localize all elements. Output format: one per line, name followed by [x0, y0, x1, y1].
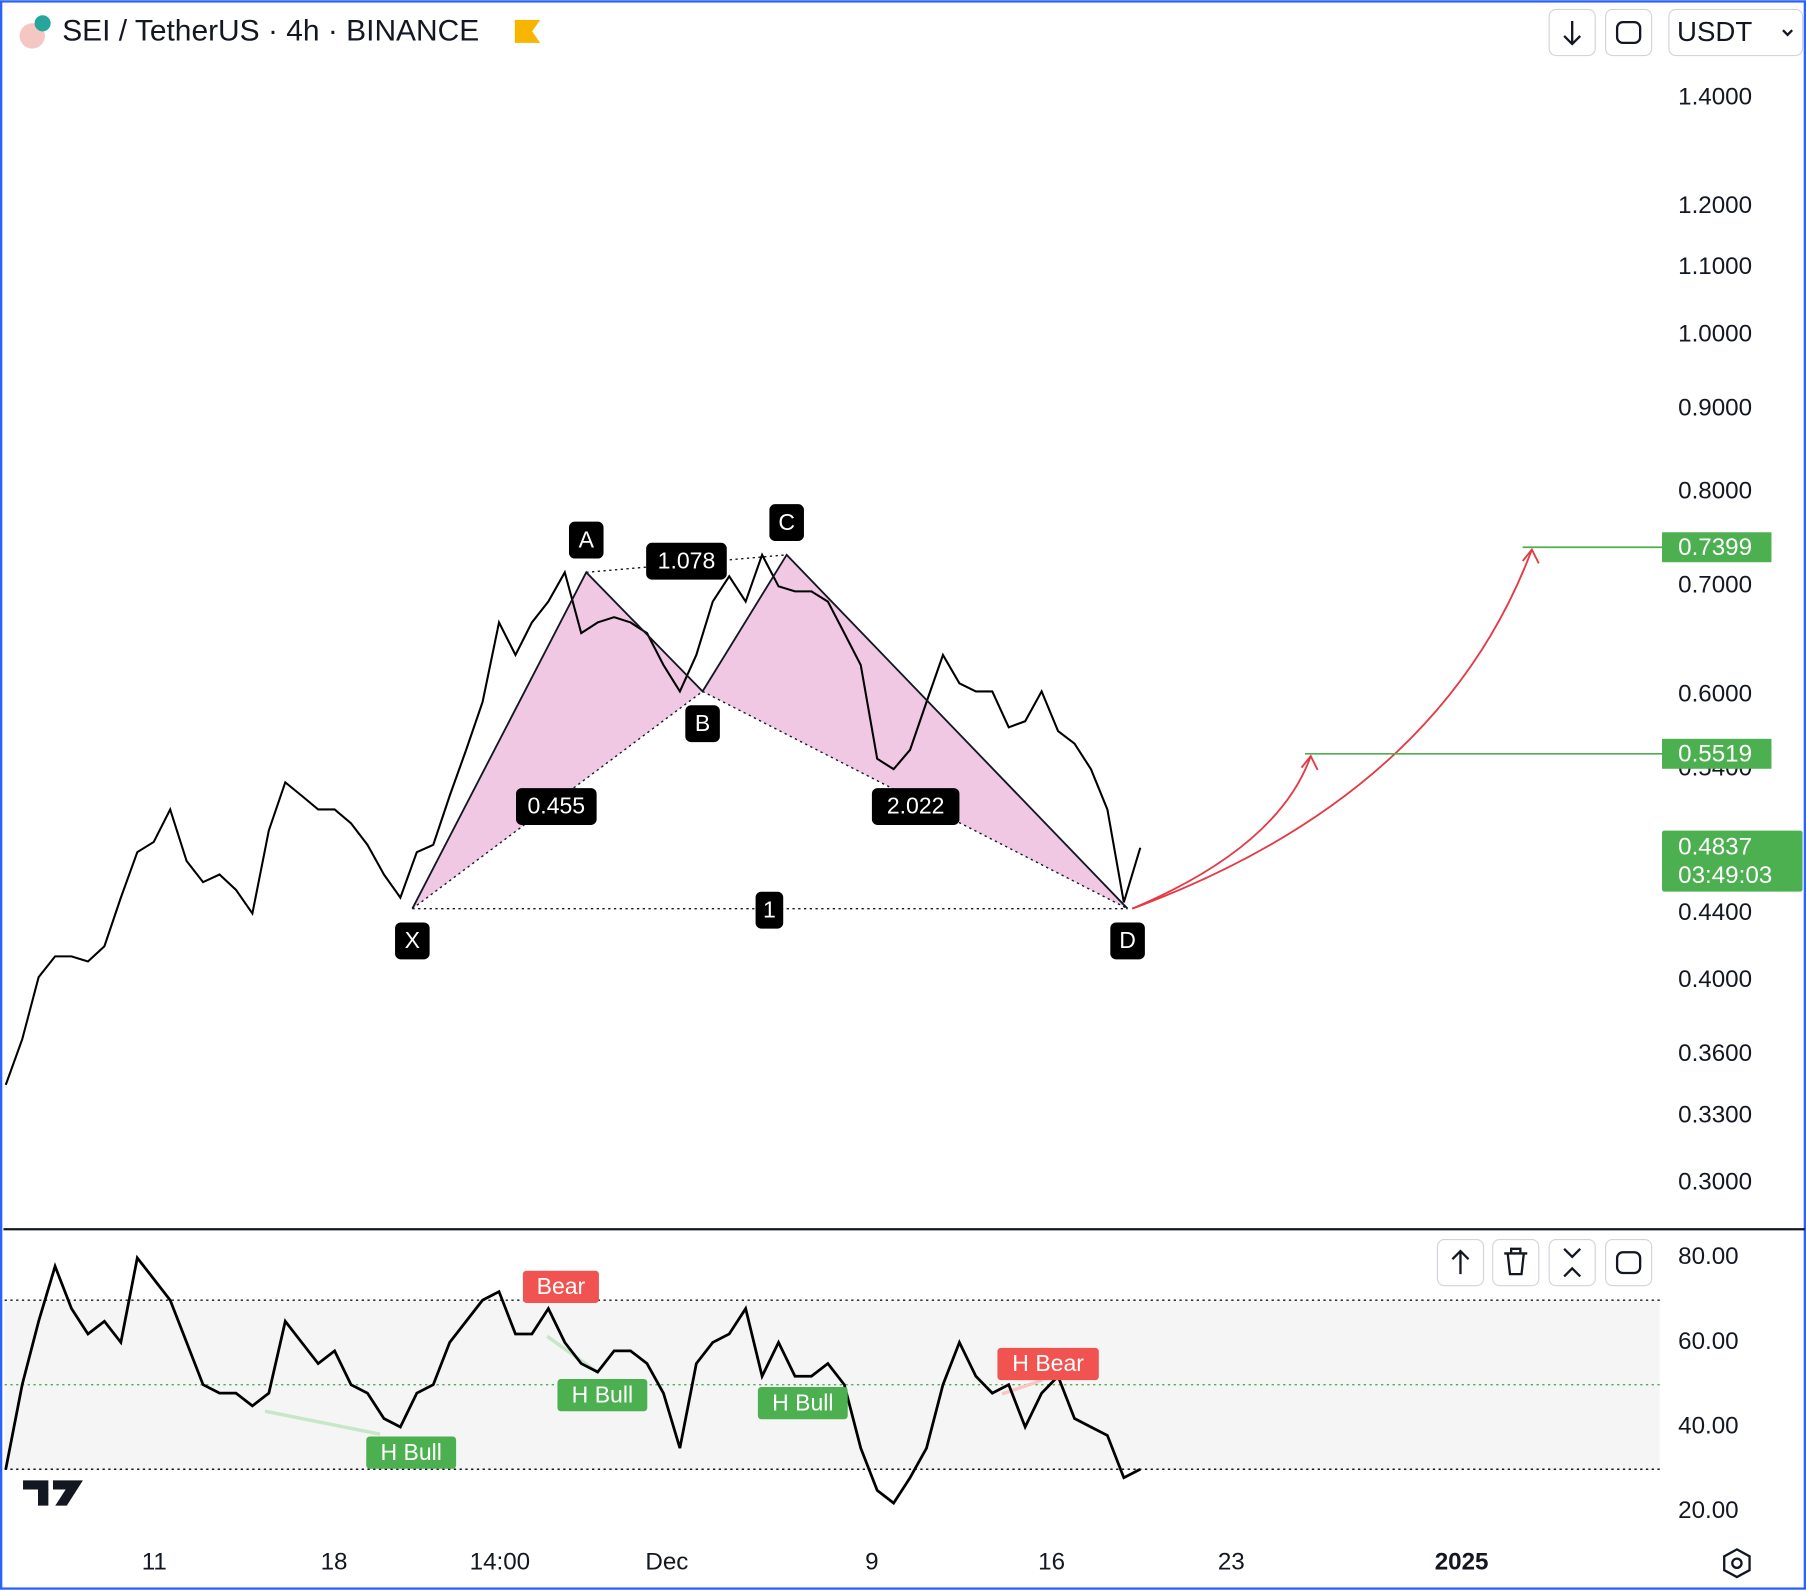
- current-price: 0.4837: [1678, 833, 1752, 860]
- ratio-label: 1: [763, 896, 776, 922]
- rsi-toolbar: [1436, 1239, 1653, 1287]
- arrow-icon: [1451, 1249, 1470, 1275]
- y-tick-label: 20.00: [1678, 1497, 1739, 1524]
- pattern-fill: [702, 554, 1128, 909]
- price-line: [4, 552, 1142, 1086]
- ratio-label: 1.078: [658, 547, 716, 573]
- arrow-head: [1521, 547, 1540, 564]
- ratio-label: 0.455: [528, 793, 586, 819]
- point-label-box: [1110, 922, 1145, 960]
- signal-label: H Bear: [1012, 1350, 1084, 1376]
- signal-box: [997, 1347, 1099, 1381]
- logo: [23, 1480, 83, 1506]
- x-tick-label: 9: [865, 1549, 878, 1576]
- symbol-title: SEI / TetherUS · 4h · BINANCE: [62, 14, 479, 47]
- signal-box: [522, 1270, 599, 1303]
- y-tick-label: 40.00: [1678, 1412, 1739, 1439]
- point-label: C: [778, 509, 795, 535]
- point-label: A: [579, 526, 595, 552]
- signal-box: [557, 1378, 648, 1412]
- point-label-box: [685, 705, 720, 743]
- x-tick-label: 2025: [1435, 1549, 1489, 1576]
- y-tick-label: 1.4000: [1678, 83, 1752, 110]
- chevron-icon: [1782, 29, 1793, 37]
- y-tick-label: 0.3000: [1678, 1169, 1752, 1196]
- point-label: D: [1119, 927, 1136, 953]
- y-tick-label: 1.1000: [1678, 253, 1752, 280]
- delete-button[interactable]: [1492, 1239, 1540, 1287]
- point-label-box: [568, 521, 604, 559]
- y-tick-label: 0.4000: [1678, 966, 1752, 993]
- x-tick-label: 16: [1038, 1549, 1065, 1576]
- settings-icon: [1723, 1548, 1751, 1579]
- fullscreen-button[interactable]: [1605, 8, 1653, 57]
- currency-button[interactable]: [1668, 8, 1804, 57]
- pattern-fill: [412, 572, 703, 909]
- divergence-line: [1001, 1378, 1043, 1396]
- signal-label: H Bull: [572, 1381, 633, 1407]
- download-icon: [1563, 20, 1582, 46]
- arrow-head: [1300, 754, 1319, 771]
- ratio-label-box: [755, 891, 784, 929]
- y-tick-label: 0.7000: [1678, 572, 1752, 599]
- maximize-button[interactable]: [1605, 1239, 1653, 1287]
- y-tick-label: 1.2000: [1678, 192, 1752, 219]
- point-label-box: [769, 504, 804, 541]
- y-tick-label: 0.9000: [1678, 395, 1752, 422]
- y-tick-label: 0.6000: [1678, 680, 1752, 707]
- signal-label: H Bull: [772, 1389, 833, 1415]
- projection-arrow: [1131, 549, 1533, 910]
- price-tag: [1662, 532, 1772, 563]
- ratio-line: [586, 554, 787, 574]
- point-label: B: [695, 710, 710, 736]
- countdown: 03:49:03: [1678, 862, 1772, 889]
- flag-icon: [514, 19, 541, 43]
- price-tag-label: 0.7399: [1678, 534, 1752, 561]
- x-tick-label: Dec: [645, 1549, 688, 1576]
- y-tick-label: 1.0000: [1678, 320, 1752, 347]
- y-tick-label: 60.00: [1678, 1328, 1739, 1355]
- price-tag-label: 0.5519: [1678, 740, 1752, 767]
- y-tick-label: 0.4400: [1678, 899, 1752, 926]
- point-label: X: [405, 927, 420, 953]
- ratio-label: 2.022: [887, 793, 945, 819]
- signal-label: H Bull: [380, 1439, 441, 1465]
- pattern-line: [411, 553, 1129, 910]
- ratio-line: [702, 690, 1128, 910]
- currency-label: USDT: [1677, 16, 1752, 47]
- maximize-icon: [1615, 1251, 1642, 1275]
- symbol-icon: [19, 15, 51, 49]
- divergence-line: [264, 1409, 381, 1436]
- x-tick-label: 11: [142, 1549, 167, 1576]
- y-tick-label: 0.3300: [1678, 1102, 1752, 1129]
- signal-label: Bear: [537, 1273, 586, 1299]
- collapse-icon: [1563, 1247, 1582, 1278]
- ratio-label-box: [871, 788, 960, 825]
- y-tick-label: 0.8000: [1678, 478, 1752, 505]
- rsi-band: [4, 1300, 1660, 1470]
- fullscreen-icon: [1615, 20, 1642, 45]
- x-tick-label: 18: [321, 1549, 348, 1576]
- x-tick-label: 23: [1218, 1549, 1245, 1576]
- trash-icon: [1504, 1247, 1528, 1276]
- projection-arrow: [1131, 755, 1312, 910]
- signal-box: [366, 1436, 457, 1469]
- ratio-label-box: [516, 788, 597, 825]
- current-price-tag: [1662, 830, 1803, 892]
- rsi-line: [4, 1254, 1141, 1506]
- y-tick-label: 80.00: [1678, 1243, 1739, 1270]
- ratio-label-box: [646, 542, 727, 580]
- signal-box: [757, 1387, 848, 1420]
- point-label-box: [395, 922, 430, 960]
- collapse-button[interactable]: [1548, 1239, 1596, 1287]
- price-tag: [1662, 738, 1772, 769]
- x-tick-label: 14:00: [470, 1549, 531, 1576]
- y-tick-label: 0.3600: [1678, 1040, 1752, 1067]
